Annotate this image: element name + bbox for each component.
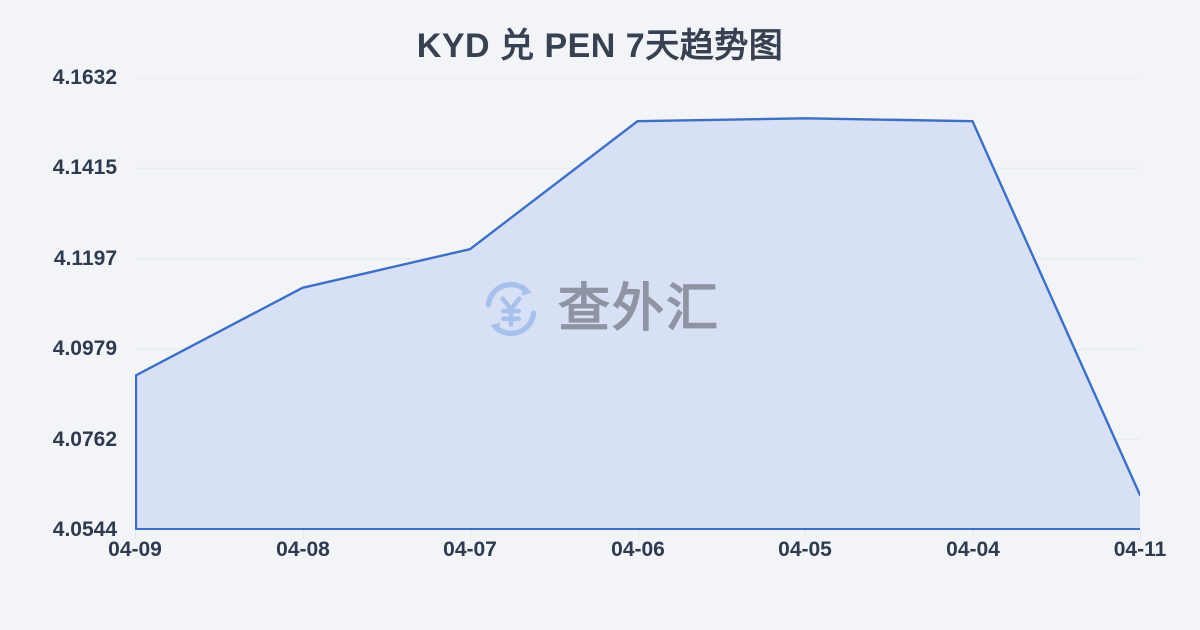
y-tick-label-0: 4.1632 — [52, 66, 117, 89]
x-tick-mark-5 — [973, 530, 974, 539]
x-tick-mark-4 — [805, 530, 806, 539]
y-tick-label-3: 4.0979 — [52, 337, 117, 360]
x-tick-label-0: 04-09 — [108, 538, 162, 561]
plot-area — [135, 78, 1140, 530]
series-plot — [135, 78, 1140, 530]
y-tick-label-1: 4.1415 — [52, 156, 117, 179]
x-tick-label-3: 04-06 — [611, 538, 665, 561]
x-tick-label-1: 04-08 — [276, 538, 330, 561]
x-tick-label-6: 04-11 — [1113, 538, 1167, 561]
series-line — [135, 117, 1140, 497]
y-tick-label-2: 4.1197 — [53, 247, 117, 270]
x-tick-mark-2 — [470, 530, 471, 539]
x-tick-mark-6 — [1140, 530, 1141, 539]
x-tick-label-2: 04-07 — [443, 538, 497, 561]
y-tick-label-4: 4.0762 — [52, 428, 117, 451]
x-tick-mark-1 — [303, 530, 304, 539]
y-axis: 4.1632 4.1415 4.1197 4.0979 4.0762 4.054… — [0, 0, 125, 630]
x-tick-mark-0 — [135, 530, 136, 539]
x-tick-label-4: 04-05 — [778, 538, 832, 561]
y-tick-label-5: 4.0544 — [52, 518, 117, 541]
area-fill — [135, 118, 1140, 530]
x-tick-mark-3 — [638, 530, 639, 539]
x-tick-label-5: 04-04 — [946, 538, 1000, 561]
chart-title: KYD 兑 PEN 7天趋势图 — [416, 27, 784, 65]
